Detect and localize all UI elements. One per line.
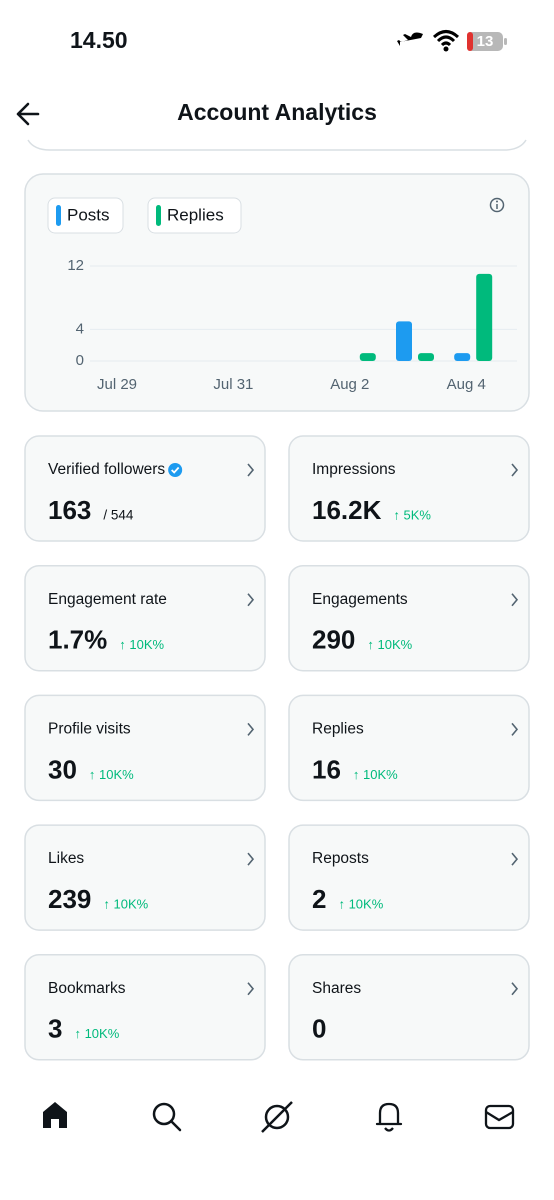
metric-change: ↑ 10K% [338,897,383,912]
info-icon[interactable] [489,197,505,213]
wifi-icon [432,30,460,47]
chevron [247,463,255,477]
metric-card[interactable] [288,954,530,1061]
metric-total: / 544 [103,508,134,523]
metric-label: Replies [312,720,364,737]
metric-card[interactable] [288,435,530,542]
metric-value: 3 [48,1014,62,1044]
battery-level [467,32,473,51]
notifications-tab[interactable] [375,1102,403,1132]
metric-label: Impressions [312,461,396,478]
back-button[interactable] [16,102,40,126]
y-tick-label: 12 [67,257,84,274]
chart: Posts Replies 0 4 12 Jul 29 Jul 31 Aug 2 Aug 4 [47,197,517,393]
metric-value: 290 [312,625,355,655]
previous-card-edge [27,139,527,151]
status-time: 14.50 [70,27,128,53]
metric-card[interactable] [24,564,266,672]
legend-item[interactable] [147,197,242,234]
metric-value: 16 [312,754,341,784]
chevron [247,852,255,866]
bar [418,353,434,361]
metric-label: Engagement rate [48,591,167,608]
info-icon-dot [496,200,498,203]
metric-card[interactable] [288,694,530,802]
legend-item[interactable] [47,197,124,234]
metric-value: 239 [48,884,91,914]
metric-change: ↑ 5K% [393,507,431,522]
metric-card[interactable] [288,564,530,672]
bar [359,353,376,361]
bar [476,273,493,361]
legend-swatch [156,205,161,226]
metric-value: 163 [48,495,91,525]
wifi-dot [443,46,449,52]
search-tab[interactable] [152,1102,182,1132]
legend-label: Replies [167,205,224,224]
x-tick-label: Jul 29 [97,376,137,393]
metric-label: Likes [48,850,84,867]
bar [454,353,471,361]
battery [467,32,503,51]
metric-change: ↑ 10K% [89,767,134,782]
chevron [511,463,519,477]
chevron [511,852,519,866]
battery-text: 13 [477,33,494,50]
chevron [247,593,255,607]
bottom-nav [43,1101,515,1133]
y-tick-label: 4 [76,320,84,337]
chevron [511,593,519,607]
metric-change: ↑ 10K% [353,767,398,782]
verified-check [171,466,180,474]
chevron [511,982,519,996]
x-tick-label: Aug 2 [330,376,369,393]
metric-change: ↑ 10K% [74,1026,119,1041]
metric-value: 0 [312,1014,326,1044]
metric-value: 16.2K [312,495,382,525]
bar [396,321,412,361]
messages-tab[interactable] [484,1104,515,1130]
metric-card[interactable] [24,694,266,802]
x-tick-label: Jul 31 [213,376,253,393]
page-title: Account Analytics [177,99,377,125]
metric-change: ↑ 10K% [119,637,164,652]
legend-swatch [56,205,61,226]
metric-value: 30 [48,754,77,784]
metric-card[interactable] [24,824,266,931]
metric-card[interactable] [24,435,266,542]
legend-label: Posts [67,205,110,224]
metric-card[interactable] [24,954,266,1061]
metric-change: ↑ 10K% [103,897,148,912]
grok-tab[interactable] [261,1101,293,1133]
battery-tip [504,38,507,45]
home-tab[interactable] [43,1102,67,1128]
metric-label: Engagements [312,591,408,608]
metric-label: Profile visits [48,720,131,737]
metric-value: 1.7% [48,625,107,655]
metric-label: Reposts [312,850,369,867]
verified-badge [168,463,183,477]
chevron [247,982,255,996]
metric-label: Bookmarks [48,980,126,997]
metric-value: 2 [312,884,326,914]
x-tick-label: Aug 4 [447,376,486,393]
metric-change: ↑ 10K% [367,637,412,652]
chevron [247,722,255,736]
chevron [511,722,519,736]
airplane-icon [397,32,423,46]
y-tick-label: 0 [76,352,84,369]
metric-label: Verified followers [48,461,165,478]
metric-label: Shares [312,980,361,997]
metric-card[interactable] [288,824,530,931]
